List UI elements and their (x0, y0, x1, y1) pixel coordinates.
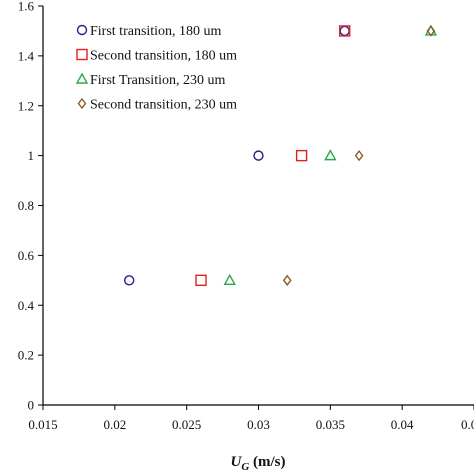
legend-entry-label: First transition, 180 um (90, 24, 222, 39)
axes (42, 6, 474, 406)
y-tick-label: 0.8 (18, 198, 34, 213)
data-point-triangle (223, 273, 236, 286)
tick-labels: 0 0.2 0.4 0.6 0.8 1 1.2 1.4 1.6 0.015 0.02 0.025 0.0… (18, 0, 474, 432)
x-tick-label: 0.025 (172, 417, 201, 432)
legend-entry-label: First Transition, 230 um (90, 73, 225, 88)
data-point-square (295, 149, 308, 162)
legend: First transition, 180 um Second transitio… (75, 24, 237, 113)
data-point-square (339, 25, 351, 37)
data-point-triangle (324, 149, 337, 161)
legend-marker-square (76, 48, 88, 61)
y-tick-label: 0.6 (18, 248, 35, 263)
x-axis-title-main: U (230, 454, 242, 470)
x-tick-label: 0.015 (28, 417, 57, 432)
x-tick-label: 0.02 (103, 417, 126, 432)
x-tick-label: 0.0 (461, 417, 474, 432)
legend-marker-circle (76, 24, 88, 36)
data-point-diamond (282, 274, 292, 286)
legend-marker-triangle (75, 72, 89, 84)
y-tick-label: 1.4 (18, 48, 35, 63)
data-point-square (195, 274, 207, 287)
data-point-diamond (426, 25, 436, 37)
x-tick-label: 0.035 (316, 417, 345, 432)
legend-entry-label: Second transition, 230 um (90, 98, 237, 113)
x-tick-label: 0.04 (391, 417, 414, 432)
data-points (123, 24, 438, 287)
data-point-circle (339, 25, 350, 37)
x-tick-label: 0.03 (247, 417, 270, 432)
x-axis-title-sub: G (241, 461, 249, 473)
y-tick-label: 1.6 (18, 0, 35, 14)
legend-entry-label: Second transition, 180 um (90, 49, 237, 64)
y-tick-label: 0 (28, 398, 35, 413)
data-point-circle (123, 275, 135, 286)
data-point-circle (253, 150, 264, 161)
y-tick-label: 0.2 (18, 348, 34, 363)
legend-marker-diamond (77, 97, 87, 110)
tick-marks (38, 5, 474, 410)
y-tick-label: 0.4 (18, 298, 35, 313)
data-point-diamond (354, 149, 364, 162)
x-axis-title-unit: (m/s) (249, 454, 285, 470)
y-tick-label: 1.2 (18, 98, 34, 113)
x-axis-title: UG (m/s) (230, 454, 285, 473)
y-tick-label: 1 (28, 148, 35, 163)
